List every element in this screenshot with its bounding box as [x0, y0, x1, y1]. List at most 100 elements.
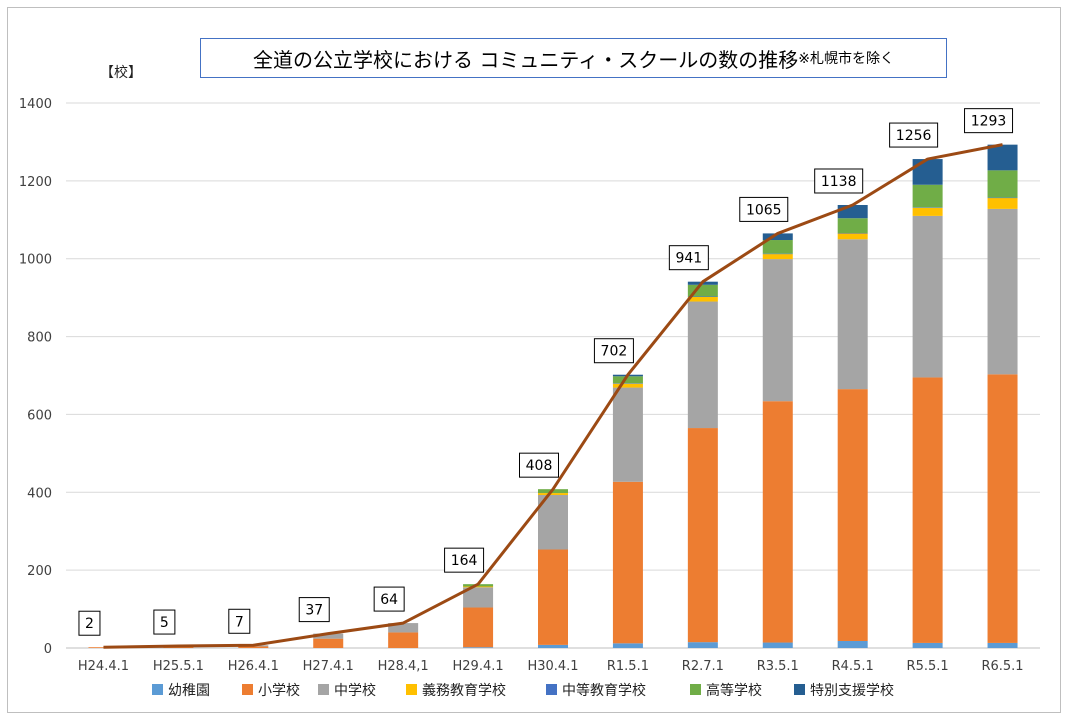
data-label-box — [444, 547, 485, 573]
legend-swatch — [794, 684, 805, 695]
legend-entry: 中学校 — [334, 682, 376, 699]
y-tick-label: 600 — [27, 408, 52, 423]
bar-segment — [912, 207, 943, 208]
bar-segment — [837, 218, 868, 234]
x-tick-label: R1.5.1 — [607, 659, 649, 674]
data-label-box — [964, 108, 1014, 134]
bar-segment — [762, 233, 793, 241]
legend-swatch — [406, 684, 417, 695]
data-label-box — [814, 168, 864, 194]
x-tick-label: H27.4.1 — [303, 659, 354, 674]
x-tick-label: R5.5.1 — [907, 659, 949, 674]
bar-segment — [612, 643, 643, 648]
data-label-box — [519, 452, 559, 478]
bar-segment — [762, 642, 793, 648]
bar-segment — [687, 296, 718, 302]
bar-segment — [912, 184, 943, 208]
data-label: 1065 — [746, 202, 782, 218]
legend-swatch — [242, 684, 253, 695]
data-labels: 2 5 7 37 64 164 408 702 941 1065 1138 1256 1293 — [78, 108, 1014, 636]
data-label: 164 — [451, 553, 478, 569]
bar-segment — [987, 170, 1018, 198]
totals-line — [103, 143, 1003, 649]
data-label-box — [153, 609, 176, 635]
x-tick-label: H28.4,1 — [378, 659, 429, 674]
data-label: 2 — [85, 616, 94, 632]
y-tick-label: 1000 — [19, 253, 52, 268]
legend-swatch — [152, 684, 163, 695]
x-tick-label: H26.4.1 — [228, 659, 279, 674]
chart-frame — [7, 7, 1061, 713]
bars — [88, 144, 1018, 648]
bar-segment — [837, 239, 868, 390]
y-tick-label: 800 — [27, 331, 52, 346]
bar-segment — [687, 284, 718, 297]
bar-segment — [837, 233, 868, 234]
bar-segment — [762, 254, 793, 260]
data-label: 64 — [380, 592, 398, 608]
bar-segment — [912, 642, 943, 648]
data-label-box — [889, 122, 939, 148]
legend-swatch — [546, 684, 557, 695]
data-label-box — [373, 586, 405, 612]
y-tick-labels: 0 200 400 600 800 1000 1200 1400 — [19, 97, 52, 657]
bar-segment — [238, 646, 269, 648]
bar-segment — [687, 428, 718, 643]
legend-entry: 小学校 — [258, 682, 300, 699]
bar-segment — [463, 587, 494, 608]
x-tick-label: R3.5.1 — [757, 659, 799, 674]
bar-segment — [388, 632, 419, 648]
data-label: 408 — [526, 458, 553, 474]
data-label-box — [739, 196, 789, 222]
data-label: 1138 — [821, 174, 857, 190]
x-tick-label: H24.4.1 — [78, 659, 129, 674]
chart-title-note: ※札幌市を除く — [798, 51, 894, 67]
x-tick-label: H25.5.1 — [153, 659, 204, 674]
bar-segment — [687, 301, 718, 429]
bar-segment — [837, 389, 868, 641]
legend-swatch — [318, 684, 329, 695]
bar-segment — [837, 233, 868, 240]
legend-entry: 高等学校 — [706, 682, 762, 699]
bar-segment — [538, 644, 568, 648]
bar-segment — [88, 647, 119, 648]
data-label: 1293 — [971, 114, 1007, 130]
x-tick-labels: H24.4.1 H25.5.1 H26.4.1 H27.4.1 H28.4,1 H29.4… — [78, 659, 1024, 674]
bar-segment — [463, 586, 494, 588]
y-tick-label: 400 — [27, 486, 52, 501]
data-label-box — [78, 610, 101, 636]
legend-entry: 義務教育学校 — [422, 682, 506, 699]
bar-segment — [612, 481, 643, 644]
bar-segment — [388, 623, 419, 633]
bar-segment — [912, 207, 943, 216]
data-label-box — [593, 338, 634, 364]
bar-segment — [612, 383, 643, 384]
data-label: 5 — [160, 615, 169, 631]
bar-segment — [612, 383, 643, 388]
y-tick-label: 200 — [27, 564, 52, 579]
bar-segment — [687, 296, 718, 297]
bar-segment — [987, 197, 1018, 209]
chart-title: 全道の公立学校における コミュニティ・スクールの数の推移 — [253, 47, 799, 72]
bar-segment — [313, 638, 344, 648]
x-tick-label: H29.4.1 — [453, 659, 504, 674]
x-tick-label: R4.5.1 — [832, 659, 874, 674]
legend-entry: 中等教育学校 — [562, 682, 646, 699]
bar-segment — [762, 240, 793, 254]
bar-segment — [987, 208, 1018, 375]
legend-entry: 特別支援学校 — [810, 682, 894, 699]
gridlines — [66, 102, 1040, 649]
bar-segment — [313, 633, 344, 639]
y-tick-label: 1200 — [19, 175, 52, 190]
data-label-box — [298, 597, 330, 623]
bar-segment — [687, 642, 718, 648]
data-label: 37 — [305, 603, 323, 619]
totals-line-group — [103, 143, 1003, 649]
data-label: 702 — [601, 344, 628, 360]
y-axis-unit-label: 【校】 — [100, 65, 142, 81]
data-label-box — [228, 608, 251, 634]
y-tick-label: 0 — [44, 642, 52, 657]
bar-segment — [612, 387, 643, 482]
legend-entry: 幼稚園 — [168, 683, 210, 699]
